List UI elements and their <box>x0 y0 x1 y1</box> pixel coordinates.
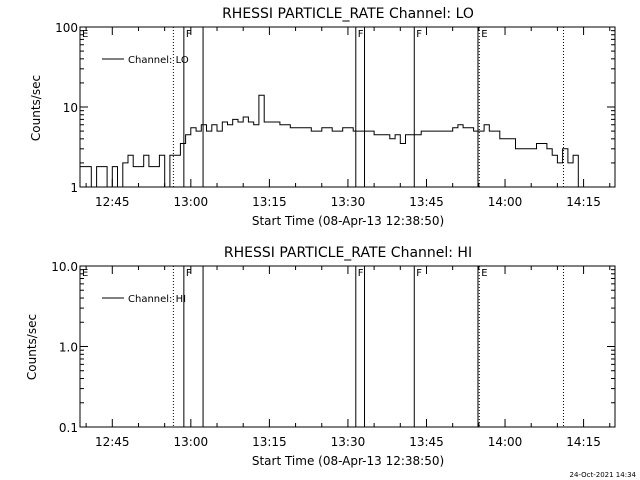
flag-letter: F <box>358 29 364 40</box>
y-tick-label: 100 <box>55 21 78 35</box>
flag-letter: F <box>358 268 364 279</box>
y-axis-label-hi: Counts/sec <box>25 314 39 380</box>
x-axis-ticks-hi: 12:45 13:00 13:15 13:30 13:45 14:00 14:15 <box>85 266 611 449</box>
x-tick-label: 13:30 <box>331 435 366 449</box>
x-axis-label-hi: Start Time (08-Apr-13 12:38:50) <box>252 454 444 468</box>
legend-label-lo: Channel: LO <box>128 55 189 66</box>
flag-letter: F <box>416 29 422 40</box>
x-tick-label: 13:15 <box>252 435 287 449</box>
x-axis-ticks-lo: 12:45 13:00 13:15 13:30 13:45 14:00 14:15 <box>85 27 611 209</box>
timestamp-footer: 24-Oct-2021 14:34 <box>570 471 637 479</box>
x-tick-label: 14:00 <box>488 195 523 209</box>
series-line <box>80 94 588 188</box>
x-tick-label: 14:15 <box>566 435 601 449</box>
flag-letter: F <box>416 268 422 279</box>
flag-letter: F <box>186 268 192 279</box>
flag-letter: F <box>186 29 192 40</box>
flag-letter: E <box>82 29 88 40</box>
flag-letter: E <box>82 268 88 279</box>
panel-hi: RHESSI PARTICLE_RATE Channel: HI Counts/… <box>25 245 616 468</box>
x-tick-label: 12:45 <box>95 435 130 449</box>
chart-title-hi: RHESSI PARTICLE_RATE Channel: HI <box>224 245 472 261</box>
x-axis-label-lo: Start Time (08-Apr-13 12:38:50) <box>252 214 444 228</box>
flag-letter: E <box>481 29 487 40</box>
legend-lo: Channel: LO <box>102 55 189 66</box>
y-tick-label: 10 <box>63 101 78 115</box>
legend-label-hi: Channel: HI <box>128 294 186 305</box>
x-tick-label: 13:15 <box>252 195 287 209</box>
series-lo <box>80 94 588 188</box>
legend-hi: Channel: HI <box>102 294 186 305</box>
panel-lo: RHESSI PARTICLE_RATE Channel: LO Counts/… <box>29 6 616 228</box>
x-tick-label: 13:00 <box>174 435 209 449</box>
x-tick-label: 14:15 <box>566 195 601 209</box>
plot-frame-lo <box>79 26 616 188</box>
y-axis-ticks-hi: 0.1 1.0 10.0 <box>51 260 615 435</box>
y-tick-label: 10.0 <box>51 260 78 274</box>
x-tick-label: 12:45 <box>95 195 130 209</box>
y-tick-label: 1 <box>70 181 78 195</box>
y-axis-label-lo: Counts/sec <box>29 75 43 141</box>
x-tick-label: 14:00 <box>488 435 523 449</box>
chart-title-lo: RHESSI PARTICLE_RATE Channel: LO <box>222 6 474 22</box>
y-tick-label: 0.1 <box>59 421 78 435</box>
x-tick-label: 13:45 <box>409 435 444 449</box>
y-axis-ticks-lo: 1 10 100 <box>55 21 615 195</box>
flag-letter: E <box>481 268 487 279</box>
x-tick-label: 13:00 <box>174 195 209 209</box>
x-tick-label: 13:45 <box>409 195 444 209</box>
y-tick-label: 1.0 <box>59 341 78 355</box>
plot-frame-hi <box>79 265 616 428</box>
x-tick-label: 13:30 <box>331 195 366 209</box>
